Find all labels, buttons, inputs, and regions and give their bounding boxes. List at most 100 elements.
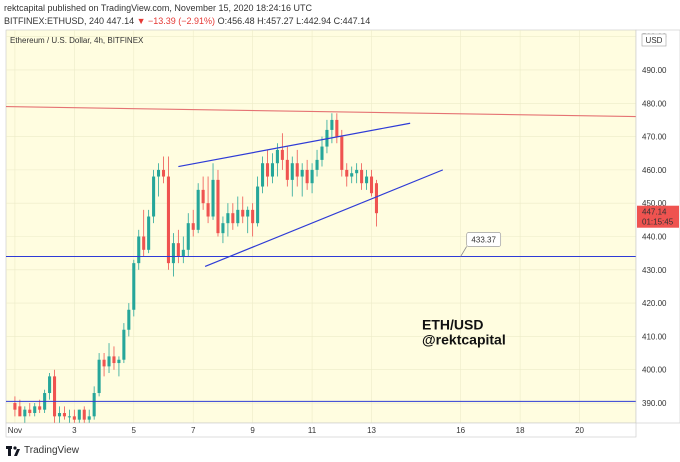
candle — [186, 213, 190, 257]
candle-body — [256, 186, 260, 224]
candle — [176, 229, 180, 264]
candle-body — [112, 356, 116, 364]
price-chart[interactable]: 433.37 Ethereum / U.S. Dollar, 4h, BITFIN… — [0, 28, 680, 438]
candle-body — [87, 416, 91, 420]
candle — [166, 156, 170, 270]
candle-body — [53, 376, 57, 417]
candle — [38, 399, 42, 414]
candle-body — [211, 179, 215, 217]
candle-body — [137, 236, 141, 264]
candle — [53, 369, 57, 423]
price-tag-value: 447.14 — [642, 208, 667, 217]
x-tick-label: 7 — [191, 426, 196, 435]
candle-body — [320, 146, 324, 160]
y-tick-label: 450.00 — [642, 199, 667, 208]
y-tick-label: 460.00 — [642, 166, 667, 175]
y-tick-label: 470.00 — [642, 133, 667, 142]
candle — [335, 113, 339, 144]
candle-body — [310, 169, 314, 184]
candle-body — [186, 223, 190, 250]
candle-body — [18, 406, 22, 417]
y-tick-label: 430.00 — [642, 266, 667, 275]
candle-body — [350, 173, 354, 177]
candle — [320, 136, 324, 167]
candle-body — [38, 406, 42, 410]
candle — [171, 233, 175, 277]
candle — [87, 409, 91, 423]
x-tick-label: 3 — [72, 426, 77, 435]
chart-title: Ethereum / U.S. Dollar, 4h, BITFINEX — [10, 36, 144, 45]
y-tick-label: 400.00 — [642, 366, 667, 375]
y-tick-label: 420.00 — [642, 299, 667, 308]
candle-body — [13, 403, 17, 410]
candle — [300, 163, 304, 197]
candle — [28, 403, 32, 417]
candle — [62, 406, 66, 420]
candle — [57, 406, 62, 423]
candle — [256, 176, 260, 227]
candle-body — [132, 263, 136, 310]
candle-body — [285, 159, 289, 180]
candle — [355, 163, 359, 184]
x-tick-label: 16 — [456, 426, 465, 435]
candle — [72, 409, 76, 423]
price-tag — [637, 205, 679, 228]
candle-body — [355, 169, 359, 174]
candle-body — [340, 136, 344, 170]
x-tick-label: 20 — [575, 426, 584, 435]
x-tick-label: 9 — [250, 426, 255, 435]
candle-body — [290, 163, 294, 180]
candle — [345, 163, 349, 187]
candle — [305, 159, 309, 190]
wedge-lower-trendline — [204, 169, 444, 268]
candle — [280, 133, 284, 170]
candle — [251, 203, 255, 237]
candle — [226, 203, 230, 237]
tradingview-brand: TradingView — [24, 445, 80, 456]
candle-body — [152, 176, 156, 217]
candle — [112, 346, 116, 370]
last-price: 447.14 — [106, 16, 135, 26]
candle-body — [57, 413, 62, 417]
target-label-box — [466, 232, 502, 247]
symbol-ohlc-line: BITFINEX:ETHUSD, 240 447.14 ▼ −13.39 (−2… — [4, 16, 370, 26]
candle — [285, 146, 289, 187]
candle-body — [72, 416, 76, 420]
candle-body — [265, 163, 270, 177]
candle — [310, 163, 314, 194]
candle-body — [315, 159, 319, 170]
candle-body — [369, 176, 374, 194]
candle — [33, 403, 37, 417]
candle-body — [67, 416, 71, 418]
candle — [206, 176, 210, 224]
candle — [18, 399, 22, 417]
candle-body — [127, 309, 131, 330]
candle — [67, 409, 71, 423]
candle-body — [335, 119, 339, 137]
candle-body — [231, 213, 235, 224]
chart-footer: TradingView — [0, 440, 680, 462]
candle — [216, 169, 220, 237]
candle — [92, 386, 96, 420]
price-change: ▼ −13.39 (−2.91%) — [136, 16, 216, 26]
x-tick-label: 13 — [367, 426, 376, 435]
currency-badge — [641, 33, 667, 47]
candle-body — [161, 169, 166, 177]
candle-body — [300, 169, 304, 177]
candle — [270, 153, 274, 184]
candle — [48, 373, 52, 400]
annotation-pair: ETH/USD — [422, 317, 483, 333]
candle — [196, 183, 200, 234]
candle — [265, 149, 270, 187]
y-tick-label: 440.00 — [642, 232, 667, 241]
candle-body — [251, 209, 255, 224]
candle — [152, 169, 156, 224]
ohlc-values: O:456.48 H:457.27 L:442.94 C:447.14 — [217, 16, 371, 26]
candle — [275, 143, 279, 177]
published-line: rektcapital published on TradingView.com… — [4, 3, 313, 13]
candle-body — [201, 189, 205, 204]
candle-body — [166, 176, 170, 264]
candle-body — [196, 189, 200, 230]
candle — [261, 156, 265, 194]
candle-body — [171, 243, 175, 264]
